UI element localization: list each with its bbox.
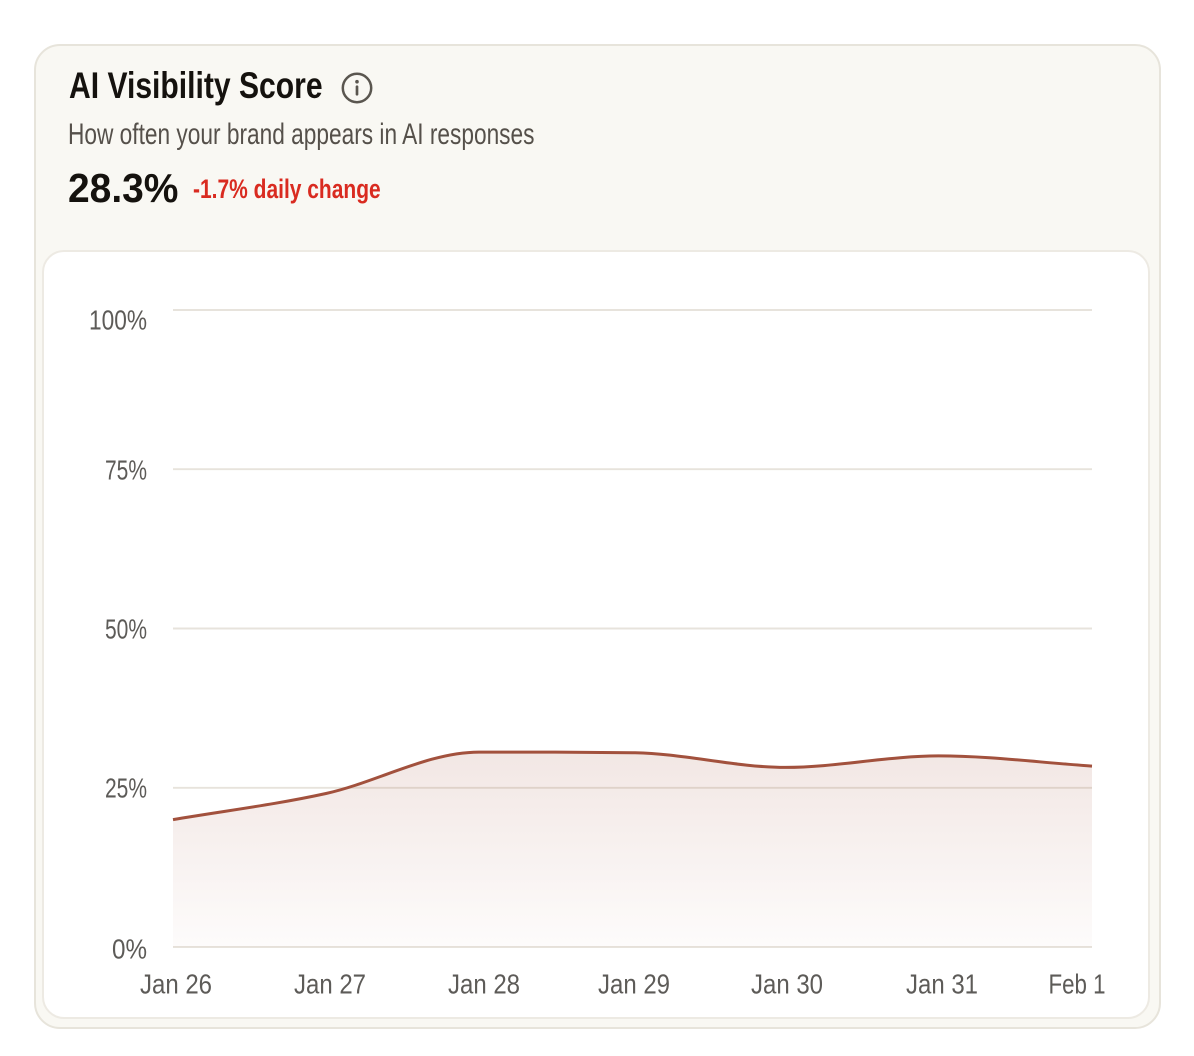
svg-text:100%: 100% xyxy=(89,305,147,336)
svg-text:Jan 28: Jan 28 xyxy=(448,969,520,1000)
svg-text:Jan 29: Jan 29 xyxy=(598,969,670,1000)
svg-text:75%: 75% xyxy=(105,455,147,486)
svg-text:Jan 27: Jan 27 xyxy=(294,969,366,1000)
svg-text:25%: 25% xyxy=(105,773,147,804)
svg-text:50%: 50% xyxy=(105,614,147,645)
svg-text:Feb 1: Feb 1 xyxy=(1049,969,1106,1000)
svg-text:Jan 31: Jan 31 xyxy=(906,969,978,1000)
svg-text:Jan 30: Jan 30 xyxy=(751,969,823,1000)
svg-text:Jan 26: Jan 26 xyxy=(140,969,212,1000)
svg-text:0%: 0% xyxy=(112,934,147,965)
